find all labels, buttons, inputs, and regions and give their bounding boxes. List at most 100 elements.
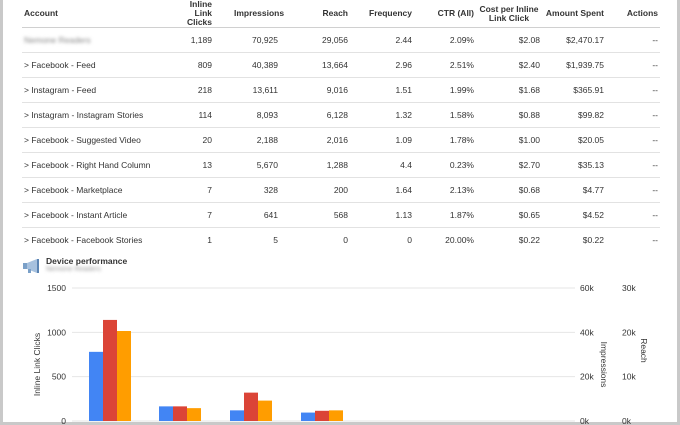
cell-account[interactable]: > Instagram - Feed bbox=[22, 77, 172, 103]
cell-actions: -- bbox=[606, 77, 660, 103]
cell-cpc: $0.88 bbox=[476, 102, 542, 128]
cell-spent: $4.77 bbox=[542, 177, 606, 203]
cell-clicks: 1 bbox=[207, 235, 212, 246]
cell-actions: -- bbox=[606, 152, 660, 178]
cell-clicks: 7 bbox=[172, 177, 214, 203]
cell-ctr: 20.00% bbox=[445, 235, 474, 246]
cell-reach: 13,664 bbox=[280, 52, 350, 78]
cell-clicks: 114 bbox=[172, 102, 214, 128]
right-axis-1-tick-label: 60k bbox=[580, 283, 594, 293]
bar bbox=[230, 410, 244, 421]
y-tick-label: 0 bbox=[61, 416, 66, 425]
table-row[interactable]: > Instagram - Instagram Stories 114 8,093 6… bbox=[22, 102, 660, 128]
col-header-frequency[interactable]: Frequency bbox=[350, 0, 414, 28]
bar bbox=[187, 408, 201, 421]
cell-cpc: $2.08 bbox=[476, 27, 542, 53]
cell-actions: -- bbox=[606, 202, 660, 228]
bar bbox=[173, 406, 187, 421]
cell-clicks: 1,189 bbox=[172, 27, 214, 53]
col-header-spent[interactable]: Amount Spent bbox=[542, 0, 606, 28]
cell-impressions: 40,389 bbox=[214, 52, 280, 78]
right-axis-1-tick-label: 0k bbox=[580, 416, 590, 425]
cell-account[interactable]: > Facebook - Facebook Stories bbox=[24, 235, 143, 246]
cell-cpc: $2.70 bbox=[476, 152, 542, 178]
cell-reach: 1,288 bbox=[280, 152, 350, 178]
cell-cpc: $0.68 bbox=[476, 177, 542, 203]
cell-cpc: $0.65 bbox=[476, 202, 542, 228]
cell-ctr: 1.58% bbox=[414, 102, 476, 128]
table-row[interactable]: > Facebook - Marketplace 7 328 200 1.64 2.13%… bbox=[22, 177, 660, 203]
table-row[interactable]: > Facebook - Feed 809 40,389 13,664 2.96 2.51… bbox=[22, 52, 660, 78]
cell-actions: -- bbox=[606, 127, 660, 153]
cell-ctr: 1.99% bbox=[414, 77, 476, 103]
col-header-cpc[interactable]: Cost per Inline Link Click bbox=[476, 0, 542, 28]
cell-ctr: 1.87% bbox=[414, 202, 476, 228]
table-row[interactable]: > Instagram - Feed 218 13,611 9,016 1.51 1.99… bbox=[22, 77, 660, 103]
cell-reach: 6,128 bbox=[280, 102, 350, 128]
cell-reach: 29,056 bbox=[280, 27, 350, 53]
cell-frequency: 1.64 bbox=[350, 177, 414, 203]
y-axis-title: Inline Link Clicks bbox=[32, 333, 42, 396]
megaphone-icon bbox=[23, 259, 39, 273]
cell-frequency: 2.96 bbox=[350, 52, 414, 78]
cell-spent: $365.91 bbox=[542, 77, 606, 103]
cell-cpc: $2.40 bbox=[476, 52, 542, 78]
bar bbox=[315, 410, 329, 421]
cell-impressions: 328 bbox=[214, 177, 280, 203]
col-header-reach[interactable]: Reach bbox=[280, 0, 350, 28]
cell-cpc: $0.22 bbox=[518, 235, 540, 246]
cell-impressions: 5,670 bbox=[214, 152, 280, 178]
cell-ctr: 0.23% bbox=[414, 152, 476, 178]
table-row[interactable]: > Facebook - Instant Article 7 641 568 1.13 1… bbox=[22, 202, 660, 228]
right-axis-2-tick-label: 10k bbox=[622, 372, 636, 382]
cell-clicks: 13 bbox=[172, 152, 214, 178]
cell-clicks: 20 bbox=[172, 127, 214, 153]
table-row[interactable]: > Facebook - Facebook Stories 1 5 0 0 20.00% $… bbox=[22, 228, 660, 253]
cell-impressions: 2,188 bbox=[214, 127, 280, 153]
cell-account[interactable]: > Facebook - Suggested Video bbox=[22, 127, 172, 153]
right-axis-2-title: Reach bbox=[639, 338, 649, 363]
col-header-account[interactable]: Account bbox=[22, 0, 172, 28]
cell-account[interactable]: > Facebook - Marketplace bbox=[22, 177, 172, 203]
cell-cpc: $1.00 bbox=[476, 127, 542, 153]
cell-ctr: 2.09% bbox=[414, 27, 476, 53]
cell-account[interactable]: > Facebook - Instant Article bbox=[22, 202, 172, 228]
col-header-impressions[interactable]: Impressions bbox=[214, 0, 284, 28]
cell-account[interactable]: > Facebook - Feed bbox=[22, 52, 172, 78]
cell-account: Nemone Readers bbox=[22, 27, 172, 53]
cell-actions: -- bbox=[606, 102, 660, 128]
cell-clicks: 218 bbox=[172, 77, 214, 103]
y-tick-label: 1500 bbox=[47, 283, 66, 293]
table-row[interactable]: Nemone Readers 1,189 70,925 29,056 2.44 2.09%… bbox=[22, 27, 660, 53]
bar bbox=[329, 410, 343, 421]
device-performance-subtitle: Nemone Readers bbox=[46, 266, 101, 273]
bar bbox=[258, 400, 272, 421]
bar bbox=[301, 412, 315, 421]
cell-frequency: 4.4 bbox=[350, 152, 414, 178]
cell-frequency: 1.13 bbox=[350, 202, 414, 228]
table-row[interactable]: > Facebook - Suggested Video 20 2,188 2,016… bbox=[22, 127, 660, 153]
cell-impressions: 641 bbox=[214, 202, 280, 228]
cell-frequency: 1.32 bbox=[350, 102, 414, 128]
right-axis-2-tick-label: 20k bbox=[622, 327, 636, 337]
cell-account[interactable]: > Instagram - Instagram Stories bbox=[22, 102, 172, 128]
col-header-ctr[interactable]: CTR (All) bbox=[414, 0, 476, 28]
cell-spent: $4.52 bbox=[542, 202, 606, 228]
col-header-clicks[interactable]: Inline Link Clicks bbox=[172, 0, 214, 28]
cell-ctr: 2.13% bbox=[414, 177, 476, 203]
y-tick-label: 1000 bbox=[47, 327, 66, 337]
cell-account[interactable]: > Facebook - Right Hand Column bbox=[22, 152, 172, 178]
cell-frequency: 1.09 bbox=[350, 127, 414, 153]
right-axis-2-tick-label: 30k bbox=[622, 283, 636, 293]
col-header-actions: Actions bbox=[606, 0, 660, 28]
cell-impressions: 5 bbox=[273, 235, 278, 246]
cell-impressions: 13,611 bbox=[214, 77, 280, 103]
table-row[interactable]: > Facebook - Right Hand Column 13 5,670 1,2… bbox=[22, 152, 660, 178]
right-axis-1-title: Impressions bbox=[599, 342, 609, 388]
cell-clicks: 809 bbox=[172, 52, 214, 78]
cell-cpc: $1.68 bbox=[476, 77, 542, 103]
bar bbox=[244, 392, 258, 421]
right-axis-1-tick-label: 20k bbox=[580, 372, 594, 382]
y-tick-label: 500 bbox=[52, 372, 66, 382]
